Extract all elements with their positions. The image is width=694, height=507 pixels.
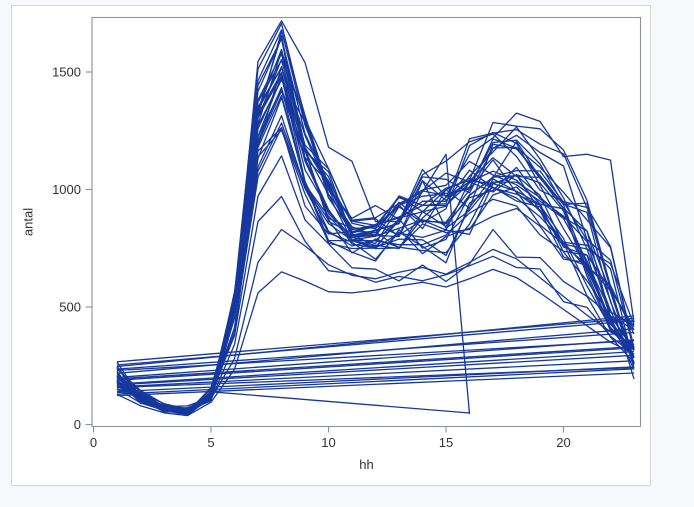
svg-text:1500: 1500	[52, 65, 81, 80]
svg-text:5: 5	[207, 435, 214, 450]
svg-text:20: 20	[556, 435, 570, 450]
svg-text:antal: antal	[21, 208, 36, 236]
svg-text:15: 15	[439, 435, 453, 450]
svg-text:0: 0	[74, 417, 81, 432]
svg-text:500: 500	[59, 300, 81, 315]
svg-text:0: 0	[90, 435, 97, 450]
svg-text:1000: 1000	[52, 182, 81, 197]
svg-text:hh: hh	[359, 457, 373, 472]
svg-text:10: 10	[321, 435, 335, 450]
